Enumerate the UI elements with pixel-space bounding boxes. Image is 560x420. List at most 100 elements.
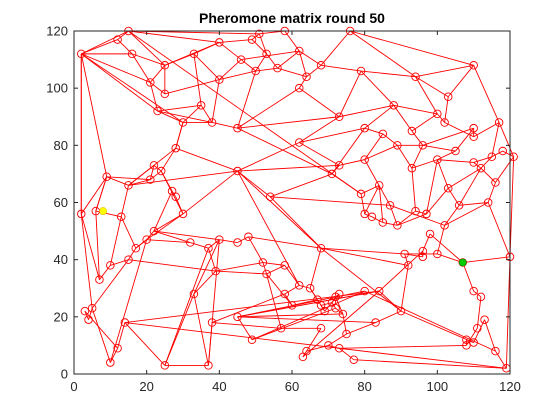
node-marker bbox=[491, 178, 500, 187]
edge-line bbox=[277, 50, 300, 69]
x-tick-label: 100 bbox=[426, 379, 448, 394]
node-marker bbox=[334, 344, 344, 353]
node-marker bbox=[106, 261, 115, 270]
edge-line bbox=[473, 290, 482, 298]
edge-line bbox=[237, 290, 380, 318]
node-marker bbox=[316, 324, 326, 333]
node-marker bbox=[338, 309, 348, 319]
edge-line bbox=[404, 253, 423, 258]
edge-line bbox=[110, 259, 129, 266]
edge-line bbox=[135, 239, 147, 249]
edge-line bbox=[466, 328, 478, 346]
node-marker bbox=[211, 266, 220, 276]
edge-line bbox=[299, 116, 340, 143]
edge-line bbox=[353, 359, 507, 369]
node-marker bbox=[411, 206, 420, 216]
edge-line bbox=[397, 213, 427, 226]
node-marker bbox=[473, 324, 482, 333]
edge-line bbox=[473, 122, 500, 138]
edge-line bbox=[400, 310, 474, 343]
edge-line bbox=[331, 302, 336, 309]
edge-line bbox=[237, 316, 376, 323]
edge-line bbox=[237, 170, 271, 198]
edge-line bbox=[88, 308, 93, 320]
start-node-marker bbox=[99, 207, 107, 215]
edge-line bbox=[320, 30, 351, 66]
node-marker bbox=[476, 163, 486, 173]
edge-line bbox=[447, 187, 460, 206]
edge-line bbox=[422, 233, 431, 252]
edge-line bbox=[350, 30, 474, 66]
edge-line bbox=[237, 87, 300, 129]
edge-line bbox=[80, 176, 108, 215]
edge-line bbox=[415, 64, 474, 78]
edge-line bbox=[502, 150, 514, 158]
edge-line bbox=[81, 53, 184, 123]
edge-line bbox=[447, 167, 482, 189]
edge-line bbox=[211, 79, 220, 123]
edge-line bbox=[157, 110, 213, 123]
node-marker bbox=[316, 243, 326, 253]
node-marker bbox=[433, 249, 442, 259]
node-marker bbox=[95, 275, 104, 284]
edge-line bbox=[411, 113, 438, 132]
edge-line bbox=[299, 142, 340, 166]
edge-line bbox=[120, 185, 129, 217]
edge-line bbox=[411, 168, 416, 212]
edge-line bbox=[339, 104, 394, 118]
edge-line bbox=[95, 176, 108, 212]
node-marker bbox=[305, 284, 315, 293]
edge-line bbox=[171, 190, 177, 198]
edge-line bbox=[411, 159, 438, 169]
edge-line bbox=[157, 110, 184, 123]
edge-line bbox=[436, 225, 446, 255]
node-marker bbox=[443, 183, 453, 193]
y-tick-label: 40 bbox=[54, 252, 68, 267]
edge-line bbox=[193, 293, 209, 366]
chart-title: Pheromone matrix round 50 bbox=[199, 10, 385, 26]
edge-line bbox=[215, 270, 267, 275]
edge-line bbox=[237, 70, 257, 129]
node-marker bbox=[233, 123, 242, 133]
node-marker bbox=[469, 123, 478, 133]
node-marker bbox=[244, 232, 253, 242]
node-marker bbox=[171, 192, 180, 202]
node-marker bbox=[411, 72, 420, 81]
node-marker bbox=[171, 143, 180, 153]
edge-line bbox=[270, 173, 333, 198]
edge-line bbox=[306, 64, 322, 78]
node-marker bbox=[418, 252, 428, 262]
edge-line bbox=[128, 30, 166, 66]
node-marker bbox=[342, 329, 351, 339]
node-marker bbox=[233, 238, 242, 247]
edge-line bbox=[219, 39, 253, 43]
edge-line bbox=[146, 213, 184, 241]
node-marker bbox=[360, 286, 369, 296]
edge-line bbox=[124, 290, 380, 323]
edge-line bbox=[429, 233, 464, 263]
edge-line bbox=[266, 53, 278, 69]
node-marker bbox=[356, 66, 366, 76]
edge-line bbox=[84, 310, 118, 349]
edge-line bbox=[193, 53, 220, 80]
node-marker bbox=[131, 243, 141, 253]
edge-line bbox=[131, 53, 165, 66]
node-marker bbox=[393, 141, 402, 150]
edge-line bbox=[415, 76, 449, 98]
edge-line bbox=[444, 96, 449, 123]
edge-line bbox=[339, 344, 467, 349]
node-marker bbox=[324, 341, 333, 350]
edge-line bbox=[150, 170, 162, 180]
edge-line bbox=[364, 159, 391, 206]
y-tick-label: 20 bbox=[54, 309, 68, 324]
edge-line bbox=[437, 253, 463, 263]
node-marker bbox=[367, 212, 377, 222]
edge-line bbox=[291, 299, 318, 306]
edge-line bbox=[237, 316, 253, 340]
node-marker bbox=[295, 83, 304, 93]
node-marker bbox=[160, 61, 170, 70]
node-marker bbox=[334, 161, 344, 170]
edge-line bbox=[211, 293, 285, 323]
edge-line bbox=[157, 104, 202, 112]
node-marker bbox=[393, 221, 402, 230]
